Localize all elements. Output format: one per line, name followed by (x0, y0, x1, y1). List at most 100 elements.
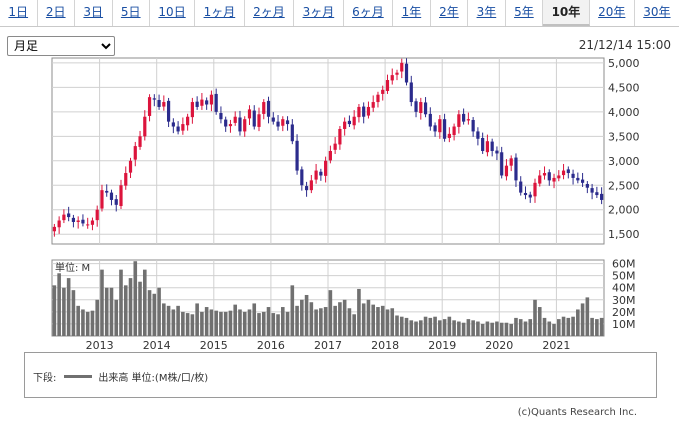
x-tick-label-0: 2013 (86, 339, 114, 352)
candle-body-79 (428, 113, 432, 127)
tab-5[interactable]: 1ヶ月 (195, 0, 245, 26)
volume-bar-38 (233, 304, 238, 336)
candle-body-13 (114, 199, 118, 205)
candle-body-45 (266, 100, 271, 117)
volume-bar-40 (242, 311, 247, 336)
x-tick-label-5: 2018 (371, 339, 399, 352)
volume-bar-45 (266, 307, 271, 336)
candle-body-68 (376, 94, 380, 103)
tab-1[interactable]: 2日 (38, 0, 75, 26)
candle-body-41 (247, 109, 252, 119)
candle-body-12 (109, 192, 114, 200)
tab-3[interactable]: 5日 (113, 0, 150, 26)
candle-body-104 (547, 172, 551, 181)
candle-body-93 (495, 150, 499, 154)
volume-bar-4 (71, 290, 76, 336)
tab-4[interactable]: 10日 (150, 0, 196, 26)
candle-body-111 (580, 179, 585, 183)
volume-bar-33 (209, 309, 214, 336)
candle-body-61 (343, 121, 347, 129)
volume-bar-65 (361, 303, 366, 336)
candle-body-75 (409, 82, 413, 103)
candle-body-15 (124, 173, 128, 186)
volume-bar-30 (195, 303, 199, 336)
volume-bar-104 (547, 321, 552, 336)
candle-body-24 (166, 100, 171, 122)
volume-tick-label-5: 60M (612, 258, 636, 271)
candle-body-105 (552, 177, 556, 182)
tab-6[interactable]: 2ヶ月 (245, 0, 295, 26)
candle-body-8 (90, 220, 95, 225)
candle-body-56 (319, 171, 323, 176)
volume-bar-64 (357, 288, 361, 336)
volume-bar-60 (338, 302, 342, 336)
volume-bar-53 (304, 294, 309, 336)
candle-body-80 (433, 125, 437, 132)
tab-0[interactable]: 1日 (0, 0, 38, 26)
candle-body-42 (252, 110, 256, 127)
volume-bar-34 (214, 310, 218, 336)
volume-bar-0 (52, 285, 57, 336)
tab-13[interactable]: 10年 (543, 0, 590, 26)
timestamp: 21/12/14 15:00 (578, 38, 671, 52)
candle-body-29 (190, 102, 194, 118)
tab-9[interactable]: 1年 (393, 0, 431, 26)
candle-body-67 (371, 102, 375, 108)
tab-14[interactable]: 20年 (590, 0, 635, 26)
volume-bar-91 (485, 321, 490, 336)
tab-7[interactable]: 3ヶ月 (294, 0, 344, 26)
tab-12[interactable]: 5年 (506, 0, 544, 26)
candle-body-49 (285, 120, 290, 125)
candle-body-11 (105, 190, 109, 193)
candle-body-58 (328, 151, 332, 161)
candle-body-47 (276, 121, 280, 127)
tab-15[interactable]: 30年 (643, 5, 671, 19)
tab-2[interactable]: 3日 (75, 0, 113, 26)
candle-body-90 (481, 137, 485, 151)
candle-body-50 (290, 124, 294, 142)
candle-body-73 (400, 62, 404, 72)
volume-bar-18 (138, 281, 142, 336)
volume-bar-51 (295, 305, 299, 336)
price-tick-label-3: 3,000 (608, 155, 640, 168)
volume-bar-93 (495, 321, 499, 336)
candle-body-5 (76, 220, 80, 222)
x-tick-label-4: 2017 (314, 339, 342, 352)
volume-bar-20 (147, 290, 152, 336)
volume-bar-49 (285, 311, 290, 336)
candle-body-22 (157, 99, 161, 107)
volume-bar-50 (290, 285, 295, 336)
candle-body-78 (423, 102, 428, 115)
volume-bar-94 (499, 322, 504, 336)
tab-11[interactable]: 3年 (468, 0, 506, 26)
candle-body-70 (385, 80, 390, 91)
volume-bar-12 (109, 287, 114, 336)
volume-bar-19 (142, 269, 147, 336)
candle-body-2 (62, 214, 66, 221)
volume-bar-113 (590, 317, 594, 336)
volume-bar-87 (466, 319, 471, 336)
copyright: (c)Quants Research Inc. (517, 407, 637, 418)
volume-bar-110 (576, 309, 580, 336)
candle-body-62 (347, 120, 352, 125)
volume-bar-81 (438, 320, 442, 336)
candle-body-4 (71, 217, 76, 222)
candle-body-10 (100, 190, 104, 209)
candle-body-51 (295, 140, 299, 171)
volume-bar-109 (571, 316, 575, 336)
candle-body-48 (281, 119, 285, 126)
candle-body-34 (214, 93, 218, 112)
x-tick-label-1: 2014 (143, 339, 171, 352)
tab-8[interactable]: 6ヶ月 (344, 0, 394, 26)
volume-bar-90 (480, 323, 485, 336)
candle-period-select[interactable]: 月足 (7, 36, 115, 56)
volume-bar-17 (133, 261, 138, 336)
candle-body-102 (538, 175, 542, 184)
candle-body-35 (219, 113, 223, 120)
candle-body-17 (133, 146, 137, 160)
tab-10[interactable]: 2年 (431, 0, 469, 26)
volume-bar-80 (433, 316, 437, 336)
legend-box: 下段: 出来高 単位:(M株/口/枚) (24, 352, 657, 398)
candle-body-85 (457, 114, 461, 127)
volume-bar-10 (100, 269, 104, 336)
